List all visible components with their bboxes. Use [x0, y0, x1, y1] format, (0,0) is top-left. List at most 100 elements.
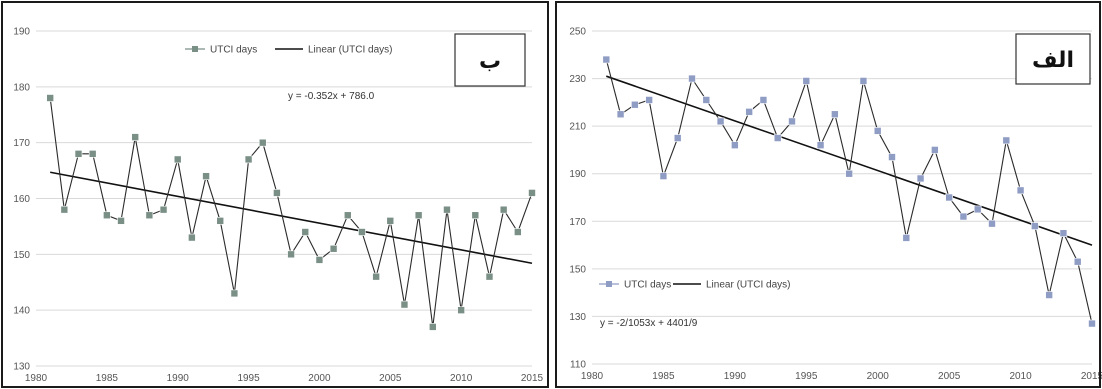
data-point	[888, 153, 896, 161]
legend-trend-label: Linear (UTCI days)	[706, 280, 790, 291]
data-point	[845, 169, 853, 178]
grid-lines	[592, 30, 1092, 365]
data-point	[659, 172, 668, 180]
data-point	[1031, 222, 1039, 230]
data-point	[702, 96, 711, 104]
grid-lines	[36, 30, 532, 367]
data-point	[230, 289, 239, 298]
data-point	[188, 233, 196, 242]
series-utci-days	[602, 55, 1096, 328]
data-point	[859, 77, 868, 85]
chart-frame	[555, 1, 1101, 388]
panel-tag-box	[1015, 33, 1091, 85]
y-tick-label: 130	[569, 312, 586, 323]
data-point	[988, 219, 996, 228]
data-point	[386, 217, 395, 225]
data-point	[258, 138, 267, 147]
data-point	[1059, 229, 1068, 237]
data-point	[788, 117, 796, 126]
data-point	[443, 205, 451, 214]
trendline	[606, 75, 1093, 246]
trendline-segment	[606, 75, 1093, 246]
x-tick-label: 1985	[652, 371, 675, 382]
panel-tag: ب	[454, 33, 526, 87]
x-tick-label: 2000	[308, 373, 331, 384]
y-tick-label: 160	[13, 194, 30, 205]
y-tick-label: 210	[569, 122, 586, 133]
data-point	[745, 108, 753, 116]
data-point	[945, 193, 953, 202]
data-point	[343, 211, 352, 220]
data-point	[716, 117, 725, 126]
panel-tag: الف	[1015, 33, 1091, 85]
chart-panel-b: 130 140 150 160 170 180 190 1980 1985 1990 1995 20…	[1, 1, 549, 388]
y-tick-label: 190	[569, 169, 586, 180]
x-tick-label: 1990	[724, 371, 747, 382]
data-point	[103, 211, 111, 220]
data-point	[688, 74, 696, 83]
data-point	[631, 100, 639, 109]
data-point	[46, 94, 54, 102]
data-point	[216, 217, 225, 225]
y-tick-labels: 130 140 150 160 170 180 190	[13, 27, 30, 373]
x-tick-label: 2005	[938, 371, 961, 382]
data-point	[499, 205, 508, 214]
data-point	[202, 172, 210, 180]
y-tick-label: 170	[569, 217, 586, 228]
data-point	[1073, 257, 1082, 266]
chart-frame	[1, 1, 549, 388]
data-point	[514, 228, 522, 236]
trend-equation: y = -0.352x + 786.0	[288, 91, 375, 102]
y-tick-label: 190	[13, 27, 30, 38]
legend-series-marker	[606, 281, 612, 287]
data-point	[802, 77, 811, 85]
x-tick-label: 1980	[25, 373, 48, 384]
legend-trend-label: Linear (UTCI days)	[308, 45, 392, 56]
data-point	[329, 244, 338, 253]
data-point	[173, 155, 182, 164]
data-point	[602, 55, 611, 64]
legend: UTCI days Linear (UTCI days)	[185, 45, 392, 56]
data-point	[131, 133, 139, 141]
x-tick-label: 2015	[521, 373, 544, 384]
data-point	[1002, 136, 1011, 145]
data-point	[244, 155, 253, 164]
data-point	[471, 211, 480, 220]
data-point	[816, 141, 825, 149]
y-tick-labels: 110 130 150 170 190 210 230 250	[569, 27, 586, 371]
y-tick-label: 110	[570, 360, 586, 371]
data-point	[428, 323, 437, 331]
data-point	[273, 189, 281, 197]
x-tick-labels: 1980 1985 1990 1995 2000 2005 2010 2015	[581, 371, 1102, 382]
legend-series-marker	[192, 46, 198, 52]
series-line	[49, 97, 533, 327]
trend-equation: y = -2/1053x + 4401/9	[600, 318, 698, 329]
x-tick-label: 2015	[1081, 371, 1102, 382]
data-point	[400, 300, 409, 309]
x-tick-label: 1980	[581, 371, 604, 382]
x-tick-labels: 1980 1985 1990 1995 2000 2005 2010 2015	[25, 373, 544, 384]
legend: UTCI days Linear (UTCI days)	[599, 280, 790, 291]
series-utci-days	[46, 94, 536, 331]
data-point	[759, 96, 768, 104]
panel-tag-box	[454, 33, 526, 87]
data-point	[528, 189, 536, 197]
panel-tag-label: الف	[1032, 47, 1074, 72]
y-tick-label: 140	[13, 306, 30, 317]
legend-series-label: UTCI days	[624, 280, 671, 291]
data-point	[60, 205, 69, 214]
trendline	[50, 171, 533, 265]
y-tick-label: 130	[13, 362, 30, 373]
data-point	[457, 306, 465, 314]
data-point	[673, 134, 682, 142]
data-point	[1088, 319, 1096, 328]
data-point	[931, 146, 939, 154]
x-tick-label: 2000	[867, 371, 890, 382]
data-point	[74, 150, 83, 158]
data-point	[485, 272, 494, 281]
panel-tag-label: ب	[479, 48, 501, 73]
data-point	[902, 234, 911, 242]
y-tick-label: 250	[569, 27, 586, 38]
x-tick-label: 2005	[379, 373, 402, 384]
